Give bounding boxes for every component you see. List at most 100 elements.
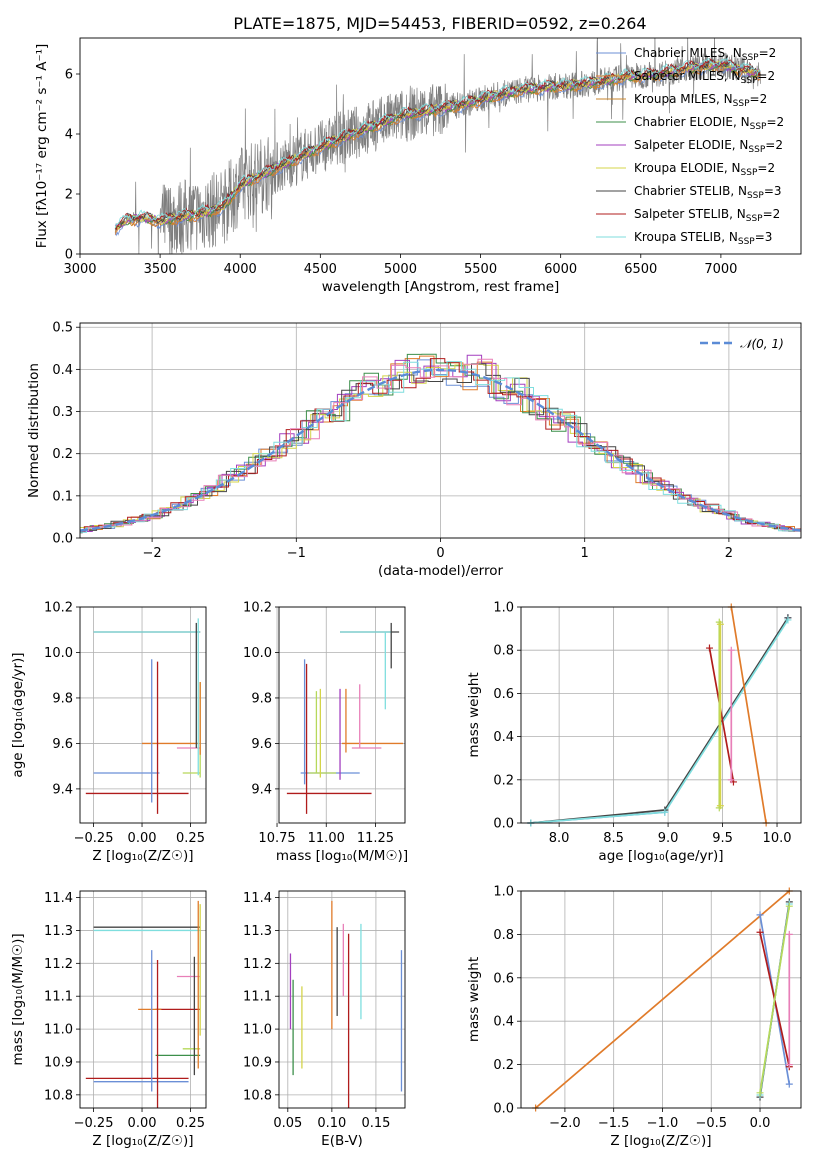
x-tick-label: 11.00 bbox=[308, 831, 345, 846]
axes-border bbox=[278, 890, 406, 1109]
y-tick-label: 0.0 bbox=[493, 1102, 514, 1117]
x-tick-label: 3500 bbox=[144, 262, 177, 277]
legend-text: Chabrier MILES, N bbox=[634, 46, 742, 60]
x-tick-label: 0.00 bbox=[128, 1116, 157, 1131]
y-tick-label: 0.2 bbox=[52, 447, 73, 462]
x-axis-label: (data-model)/error bbox=[378, 563, 504, 579]
y-tick-label: 11.2 bbox=[243, 957, 272, 972]
plot-area bbox=[530, 607, 789, 823]
y-tick-label: 0.3 bbox=[52, 405, 73, 420]
axes-border bbox=[79, 322, 802, 539]
x-tick-label: 7000 bbox=[704, 262, 737, 277]
y-tick-label: 9.8 bbox=[251, 691, 272, 706]
x-tick-label: 2 bbox=[725, 546, 733, 561]
y-tick-label: 11.1 bbox=[44, 990, 73, 1005]
y-tick-label: 0.5 bbox=[52, 321, 73, 336]
weight-marker bbox=[727, 776, 735, 784]
y-tick-label: 10.8 bbox=[44, 1088, 73, 1103]
y-tick-label: 11.1 bbox=[243, 990, 272, 1005]
y-tick-label: 1.0 bbox=[493, 601, 514, 616]
y-tick-label: 11.3 bbox=[44, 924, 73, 939]
x-tick-label: −1 bbox=[287, 546, 306, 561]
y-tick-label: 9.6 bbox=[251, 737, 272, 752]
legend-text: Salpeter STELIB, N bbox=[634, 207, 746, 221]
x-tick-label: 5500 bbox=[464, 262, 497, 277]
weight-marker bbox=[756, 928, 764, 936]
panel-7: 0.05 0.10 0.15 10.8 10.9 11.0 11.1 11.2 11.3 11.4… bbox=[243, 890, 406, 1149]
panel-4: 10.75 11.00 11.25 9.4 9.6 9.8 10.0 10.2 mass [lo… bbox=[243, 601, 408, 865]
plot-area bbox=[114, 38, 762, 254]
y-tick-label: 10.0 bbox=[243, 646, 272, 661]
legend-tail: =3 bbox=[755, 230, 773, 244]
legend-tail: =2 bbox=[757, 69, 775, 83]
y-tick-label: 0 bbox=[65, 248, 73, 263]
x-tick-label: −1.5 bbox=[598, 1116, 630, 1131]
legend-text: Kroupa STELIB, N bbox=[634, 230, 738, 244]
legend-subscript: SSP bbox=[742, 53, 759, 63]
y-tick-label: 10.8 bbox=[243, 1088, 272, 1103]
axes-frame: 0.05 0.10 0.15 10.8 10.9 11.0 11.1 11.2 11.3 11.4… bbox=[243, 890, 406, 1149]
y-tick-label: 0.0 bbox=[52, 532, 73, 547]
legend-tail: =3 bbox=[764, 184, 782, 198]
legend-subscript: SSP bbox=[741, 168, 758, 178]
y-tick-label: 4 bbox=[65, 128, 73, 143]
figure-title: PLATE=1875, MJD=54453, FIBERID=0592, z=0… bbox=[233, 14, 646, 33]
legend-subscript: SSP bbox=[746, 214, 763, 224]
plot-area bbox=[80, 353, 801, 534]
weight-marker bbox=[716, 802, 724, 810]
axes-border bbox=[79, 890, 207, 1109]
axes-frame: −0.25 0.00 0.25 10.8 10.9 11.0 11.1 11.2 11.3 11.… bbox=[10, 890, 207, 1149]
histogram-salpeter_elodie bbox=[80, 354, 801, 532]
axes-border bbox=[278, 606, 406, 824]
x-axis-label: wavelength [Angstrom, rest frame] bbox=[322, 279, 560, 295]
x-tick-label: 4500 bbox=[304, 262, 337, 277]
x-tick-label: 6000 bbox=[544, 262, 577, 277]
y-tick-label: 9.4 bbox=[251, 782, 272, 797]
y-axis-label: mass weight bbox=[466, 672, 482, 757]
weight-marker bbox=[727, 646, 735, 654]
y-tick-label: 0.6 bbox=[493, 687, 514, 702]
legend-tail: =2 bbox=[766, 115, 784, 129]
x-tick-label: 9.0 bbox=[658, 831, 679, 846]
axes-frame: 10.75 11.00 11.25 9.4 9.6 9.8 10.0 10.2 mass [lo… bbox=[243, 601, 408, 865]
model-kroupa_miles bbox=[114, 62, 761, 233]
y-tick-label: 10.9 bbox=[44, 1055, 73, 1070]
panel-6: −0.25 0.00 0.25 10.8 10.9 11.0 11.1 11.2 11.3 11.… bbox=[10, 890, 207, 1149]
x-tick-label: 8.0 bbox=[549, 831, 570, 846]
y-axis-label: mass [log₁₀(M/M☉)] bbox=[10, 933, 26, 1065]
weight-marker bbox=[661, 808, 669, 816]
axes-border bbox=[79, 37, 802, 255]
y-tick-label: 2 bbox=[65, 188, 73, 203]
legend-label: Salpeter ELODIE, NSSP=2 bbox=[634, 138, 783, 155]
legend-tail: =2 bbox=[757, 161, 775, 175]
x-tick-label: 8.5 bbox=[603, 831, 624, 846]
x-axis-label: Z [log₁₀(Z/Z☉)] bbox=[92, 848, 193, 864]
x-tick-label: 0.0 bbox=[750, 1116, 771, 1131]
y-tick-label: 11.4 bbox=[243, 891, 272, 906]
y-tick-label: 0.8 bbox=[493, 644, 514, 659]
y-axis-label: Normed distribution bbox=[26, 363, 42, 498]
legend-tail: =2 bbox=[763, 207, 781, 221]
legend-text: Salpeter ELODIE, N bbox=[634, 138, 748, 152]
x-axis-label: age [log₁₀(age/yr)] bbox=[598, 848, 723, 864]
y-tick-label: 9.8 bbox=[52, 691, 73, 706]
x-axis-label: mass [log₁₀(M/M☉)] bbox=[276, 848, 408, 864]
legend-label: Chabrier MILES, NSSP=2 bbox=[634, 46, 776, 63]
y-tick-label: 1.0 bbox=[493, 885, 514, 900]
x-tick-label: −0.25 bbox=[74, 831, 114, 846]
weight-line-salpeter_stelib bbox=[708, 647, 735, 783]
legend-text: Salpeter MILES, N bbox=[634, 69, 741, 83]
legend-label: Salpeter STELIB, NSSP=2 bbox=[634, 207, 780, 224]
weight-marker bbox=[784, 616, 792, 624]
plot-area bbox=[85, 900, 201, 1108]
legend-label: Kroupa STELIB, NSSP=3 bbox=[634, 230, 772, 247]
y-tick-label: 0.4 bbox=[52, 363, 73, 378]
y-tick-label: 0.8 bbox=[493, 928, 514, 943]
normal-curve bbox=[80, 368, 801, 532]
observed-spectrum bbox=[114, 38, 762, 254]
legend-label: Salpeter MILES, NSSP=2 bbox=[634, 69, 775, 86]
weight-marker bbox=[756, 911, 764, 919]
axes-border bbox=[79, 606, 207, 824]
legend-text: Chabrier STELIB, N bbox=[634, 184, 747, 198]
